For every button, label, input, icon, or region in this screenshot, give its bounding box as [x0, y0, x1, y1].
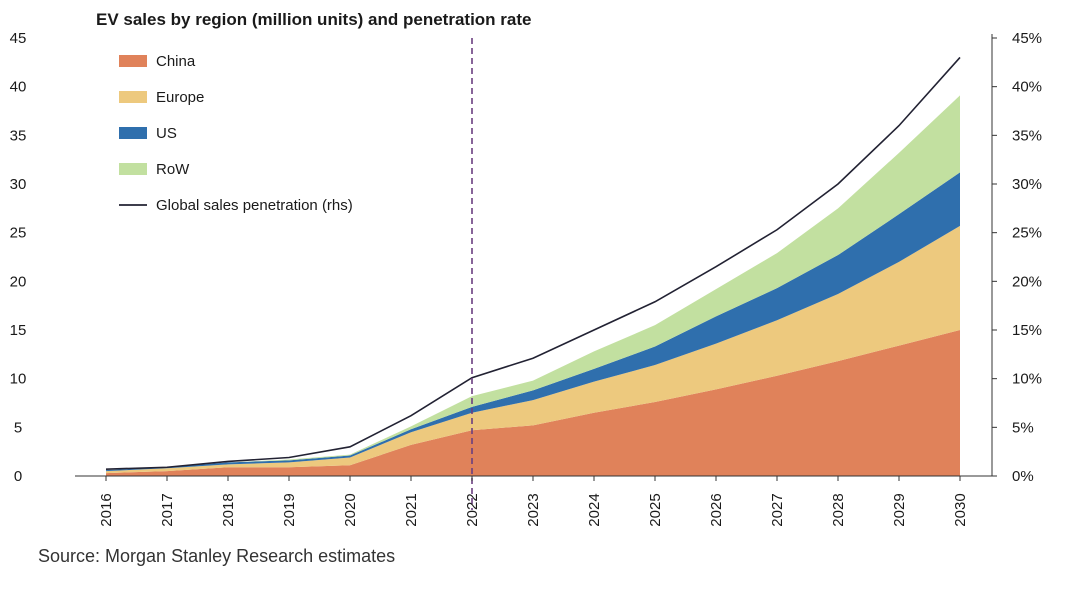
x-tick-label: 2024: [586, 493, 603, 526]
legend-swatch-us: [119, 127, 147, 139]
x-tick-label: 2022: [464, 493, 481, 526]
y-tick-label: 0: [14, 468, 22, 485]
y2-tick-label: 15%: [1012, 322, 1042, 339]
y2-tick-label: 0%: [1012, 468, 1034, 485]
legend-label-penetration: Global sales penetration (rhs): [156, 197, 353, 214]
x-tick-label: 2016: [98, 493, 115, 526]
y-tick-label: 40: [10, 79, 27, 96]
chart-title: EV sales by region (million units) and p…: [96, 10, 532, 29]
y-tick-label: 20: [10, 273, 27, 290]
x-tick-label: 2018: [220, 493, 237, 526]
y2-tick-label: 5%: [1012, 419, 1034, 436]
legend-swatch-row: [119, 163, 147, 175]
area-china: [106, 330, 960, 476]
legend-label-row: RoW: [156, 161, 190, 178]
x-tick-label: 2026: [708, 493, 725, 526]
line-global-penetration: [105, 56, 961, 470]
legend-label-us: US: [156, 125, 177, 142]
y2-tick-label: 20%: [1012, 273, 1042, 290]
x-tick-label: 2027: [769, 493, 786, 526]
y-tick-label: 45: [10, 30, 27, 47]
x-tick-label: 2020: [342, 493, 359, 526]
x-tick-label: 2019: [281, 493, 298, 526]
x-tick-label: 2028: [830, 493, 847, 526]
legend-label-china: China: [156, 53, 196, 70]
legend-label-europe: Europe: [156, 89, 204, 106]
y2-tick-label: 30%: [1012, 176, 1042, 193]
y2-tick-label: 25%: [1012, 225, 1042, 242]
y-tick-label: 15: [10, 322, 27, 339]
x-tick-label: 2021: [403, 493, 420, 526]
area-europe: [106, 225, 960, 474]
y-tick-label: 30: [10, 176, 27, 193]
y-tick-label: 35: [10, 127, 27, 144]
x-tick-label: 2030: [952, 493, 969, 526]
y-tick-label: 25: [10, 225, 27, 242]
legend-swatch-china: [119, 55, 147, 67]
y2-tick-label: 35%: [1012, 127, 1042, 144]
x-tick-label: 2017: [159, 493, 176, 526]
source-note: Source: Morgan Stanley Research estimate…: [38, 546, 396, 566]
legend-swatch-europe: [119, 91, 147, 103]
y2-tick-label: 40%: [1012, 79, 1042, 96]
x-tick-label: 2029: [891, 493, 908, 526]
y2-tick-label: 10%: [1012, 371, 1042, 388]
y-tick-label: 5: [14, 419, 22, 436]
y-tick-label: 10: [10, 371, 27, 388]
y2-tick-label: 45%: [1012, 30, 1042, 47]
x-tick-label: 2025: [647, 493, 664, 526]
x-tick-label: 2023: [525, 493, 542, 526]
